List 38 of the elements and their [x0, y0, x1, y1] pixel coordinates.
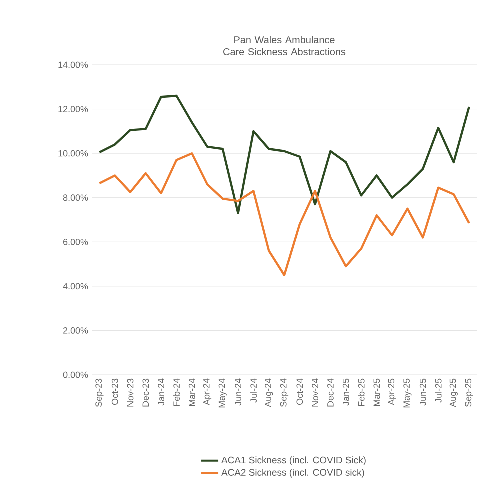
x-tick-label: Mar-24: [188, 378, 196, 406]
x-tick-label: Oct-23: [112, 378, 118, 406]
x-tick-label: Mar-25: [374, 378, 380, 406]
y-tick-label: 10.00%: [58, 150, 88, 157]
line-series: [98, 94, 470, 214]
y-tick-label: 4.00%: [63, 283, 88, 290]
y-tick-label: 14.00%: [58, 62, 88, 68]
y-tick-label: 12.00%: [58, 106, 88, 112]
y-tick-label: 8.00%: [63, 194, 88, 202]
x-tick-label: Jan-24: [158, 378, 164, 406]
x-tick-label: Aug-25: [450, 378, 458, 408]
y-tick-label: 6.00%: [64, 238, 88, 246]
x-tick-label: Nov-24: [312, 378, 318, 407]
x-tick-label: Apr-24: [203, 378, 212, 406]
x-tick-label: Sep-24: [280, 378, 289, 408]
legend-label: ACA1 Sickness (incl. COVID Sick): [222, 456, 366, 466]
legend-label: ACA2 Sickness (incl. COVID sick): [222, 469, 364, 478]
x-tick-label: Dec-24: [328, 378, 334, 407]
x-tick-label: Oct-24: [296, 378, 304, 406]
x-tick-label: Apr-25: [388, 378, 396, 406]
x-tick-label: Dec-23: [142, 378, 150, 407]
x-tick-label: Jul-24: [250, 378, 257, 403]
x-tick-label: Jun-25: [420, 378, 426, 406]
chart-title: Pan Wales Ambulance Care Sickness Abstractions: [224, 36, 346, 56]
x-tick-label: Jun-24: [235, 378, 242, 406]
x-tick-label: Nov-23: [127, 378, 134, 407]
x-tick-label: Feb-25: [358, 378, 365, 406]
x-tick-label: Feb-24: [173, 378, 180, 406]
x-tick-label: May-24: [218, 378, 227, 408]
x-tick-label: Jan-25: [342, 378, 350, 406]
x-tick-label: Sep-25: [465, 378, 474, 408]
line-series: [98, 152, 470, 276]
x-tick-label: Jul-25: [435, 378, 442, 403]
y-tick-label: 2.00%: [64, 328, 88, 334]
x-tick-label: Aug-24: [265, 378, 274, 408]
y-tick-label: 0.00%: [63, 372, 88, 378]
x-tick-label: Sep-23: [96, 378, 104, 408]
x-tick-label: May-25: [404, 378, 412, 408]
